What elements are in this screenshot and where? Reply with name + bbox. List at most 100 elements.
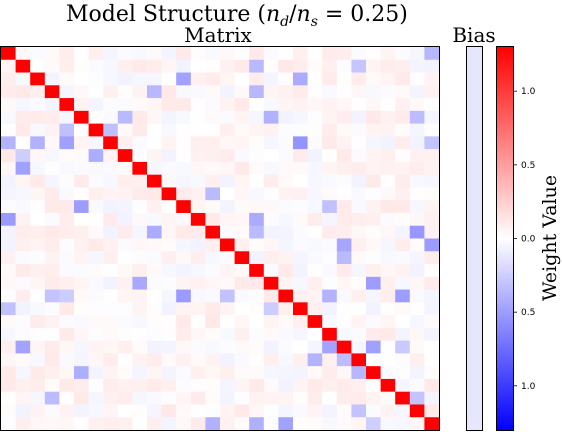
matrix-cell	[263, 251, 279, 265]
matrix-cell	[74, 366, 89, 380]
matrix-cell	[147, 276, 162, 290]
matrix-cell	[263, 327, 279, 342]
matrix-cell	[424, 353, 440, 367]
bias-heatmap	[467, 47, 482, 431]
matrix-cell	[366, 251, 381, 265]
matrix-cell	[220, 174, 235, 188]
matrix-cell	[176, 238, 192, 252]
matrix-cell	[74, 264, 89, 278]
matrix-cell	[190, 187, 206, 201]
matrix-cell	[322, 366, 338, 380]
matrix-cell	[103, 238, 119, 252]
matrix-cell	[395, 404, 411, 418]
matrix-cell	[380, 264, 396, 278]
matrix-cell	[88, 136, 104, 150]
matrix-cell	[307, 123, 323, 137]
matrix-cell	[366, 85, 381, 99]
matrix-cell	[293, 391, 308, 405]
matrix-cell	[190, 238, 206, 252]
matrix-cell	[409, 212, 425, 227]
matrix-cell	[336, 161, 352, 176]
matrix-cell	[263, 110, 279, 124]
matrix-cell	[322, 251, 338, 265]
matrix-cell	[44, 225, 60, 239]
matrix-cell	[1, 59, 16, 73]
matrix-cell	[322, 417, 338, 431]
matrix-cell	[1, 302, 16, 316]
matrix-cell	[103, 110, 119, 124]
matrix-cell	[249, 225, 265, 239]
matrix-cell	[278, 200, 294, 214]
matrix-cell	[220, 353, 235, 367]
matrix-cell	[103, 161, 119, 176]
matrix-cell	[424, 136, 440, 150]
matrix-cell	[88, 47, 104, 61]
matrix-cell	[380, 404, 396, 418]
matrix-cell	[1, 136, 16, 150]
diagonal-cell	[1, 47, 16, 61]
matrix-cell	[220, 366, 235, 380]
matrix-cell	[205, 123, 221, 137]
matrix-cell	[278, 353, 294, 367]
matrix-cell	[132, 174, 148, 188]
matrix-cell	[44, 289, 60, 303]
matrix-cell	[205, 200, 221, 214]
bias-cell	[467, 110, 482, 124]
matrix-cell	[117, 187, 133, 201]
matrix-cell	[409, 136, 425, 150]
matrix-cell	[220, 417, 235, 431]
matrix-cell	[263, 225, 279, 239]
matrix-cell	[161, 264, 177, 278]
matrix-cell	[220, 289, 235, 303]
matrix-cell	[88, 110, 104, 124]
matrix-cell	[161, 123, 177, 137]
matrix-cell	[176, 47, 192, 61]
matrix-cell	[161, 315, 177, 329]
matrix-cell	[15, 264, 31, 278]
matrix-cell	[74, 327, 89, 342]
matrix-cell	[263, 289, 279, 303]
matrix-cell	[220, 340, 235, 354]
matrix-cell	[395, 200, 411, 214]
matrix-cell	[132, 264, 148, 278]
matrix-cell	[380, 391, 396, 405]
matrix-cell	[161, 276, 177, 290]
matrix-cell	[132, 327, 148, 342]
matrix-cell	[351, 187, 367, 201]
matrix-cell	[190, 264, 206, 278]
matrix-cell	[59, 110, 75, 124]
matrix-cell	[205, 315, 221, 329]
matrix-cell	[220, 123, 235, 137]
matrix-cell	[103, 200, 119, 214]
matrix-cell	[15, 98, 31, 112]
matrix-cell	[117, 85, 133, 99]
diagonal-cell	[336, 340, 352, 354]
matrix-cell	[88, 72, 104, 86]
matrix-cell	[176, 187, 192, 201]
matrix-cell	[147, 251, 162, 265]
matrix-cell	[132, 289, 148, 303]
matrix-cell	[30, 225, 46, 239]
matrix-cell	[366, 302, 381, 316]
matrix-cell	[395, 289, 411, 303]
matrix-cell	[161, 417, 177, 431]
bias-cell	[467, 98, 482, 112]
matrix-cell	[380, 225, 396, 239]
matrix-cell	[424, 225, 440, 239]
matrix-cell	[395, 174, 411, 188]
matrix-cell	[395, 315, 411, 329]
matrix-cell	[307, 149, 323, 163]
matrix-cell	[176, 366, 192, 380]
matrix-cell	[15, 366, 31, 380]
matrix-cell	[380, 98, 396, 112]
matrix-cell	[44, 302, 60, 316]
matrix-cell	[88, 340, 104, 354]
matrix-cell	[147, 353, 162, 367]
diagonal-cell	[380, 378, 396, 393]
matrix-cell	[1, 187, 16, 201]
matrix-cell	[351, 238, 367, 252]
matrix-cell	[234, 327, 250, 342]
matrix-cell	[161, 161, 177, 176]
matrix-cell	[88, 315, 104, 329]
